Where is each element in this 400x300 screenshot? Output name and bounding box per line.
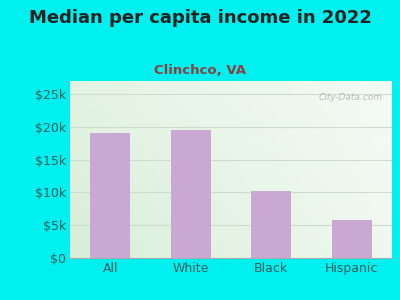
- Text: Clinchco, VA: Clinchco, VA: [154, 64, 246, 77]
- Bar: [251, 191, 291, 258]
- Bar: [90, 134, 130, 258]
- Bar: [332, 220, 372, 258]
- Text: City-Data.com: City-Data.com: [318, 93, 382, 102]
- Bar: [171, 130, 211, 258]
- Text: Median per capita income in 2022: Median per capita income in 2022: [28, 9, 372, 27]
